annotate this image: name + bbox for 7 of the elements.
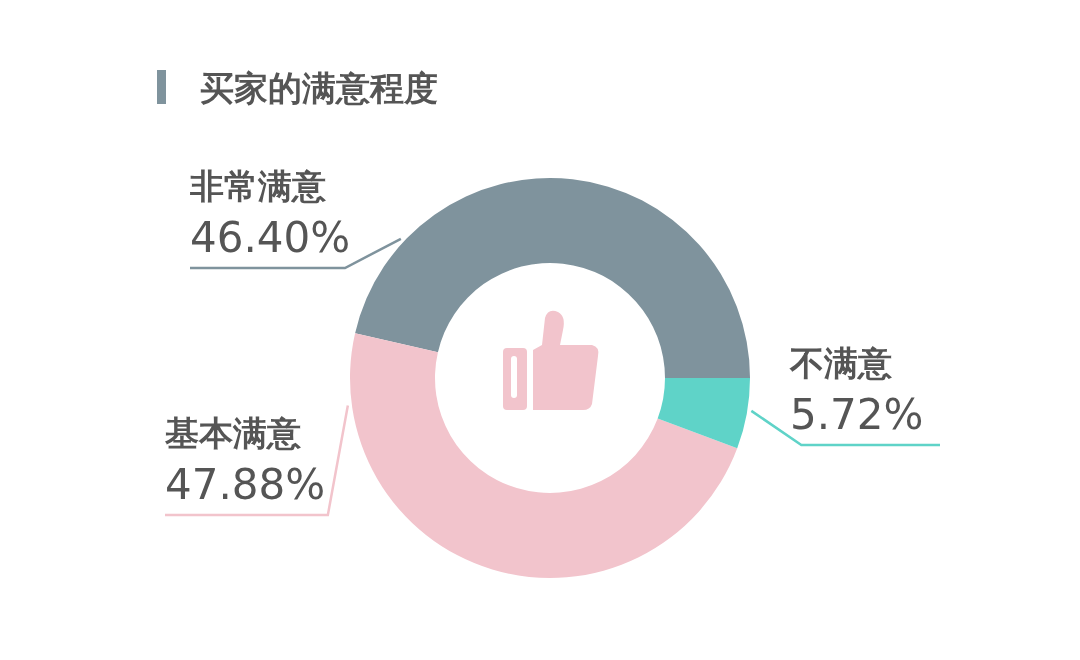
slice-label: 非常满意: [189, 166, 326, 206]
data-label: 47.88%: [165, 460, 326, 509]
data-label: 46.40%: [190, 213, 351, 262]
data-label: 5.72%: [790, 390, 924, 439]
slice-label: 基本满意: [164, 413, 301, 453]
slice-label: 不满意: [789, 343, 892, 383]
chart-title: 买家的满意程度: [200, 68, 438, 108]
